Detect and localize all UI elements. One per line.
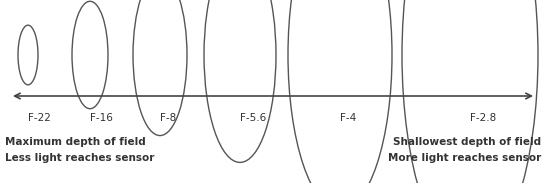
Text: F-4: F-4 <box>340 113 356 123</box>
Text: Shallowest depth of field: Shallowest depth of field <box>393 137 541 147</box>
Ellipse shape <box>288 0 392 183</box>
Text: Maximum depth of field: Maximum depth of field <box>5 137 146 147</box>
Text: Less light reaches sensor: Less light reaches sensor <box>5 153 155 163</box>
Text: F-22: F-22 <box>28 113 51 123</box>
Ellipse shape <box>133 0 187 136</box>
Text: More light reaches sensor: More light reaches sensor <box>388 153 541 163</box>
Text: F-5.6: F-5.6 <box>240 113 266 123</box>
Text: F-2.8: F-2.8 <box>470 113 496 123</box>
Ellipse shape <box>204 0 276 162</box>
Text: F-8: F-8 <box>160 113 176 123</box>
Ellipse shape <box>18 25 38 85</box>
Text: F-16: F-16 <box>90 113 113 123</box>
Ellipse shape <box>402 0 538 183</box>
Ellipse shape <box>72 1 108 109</box>
